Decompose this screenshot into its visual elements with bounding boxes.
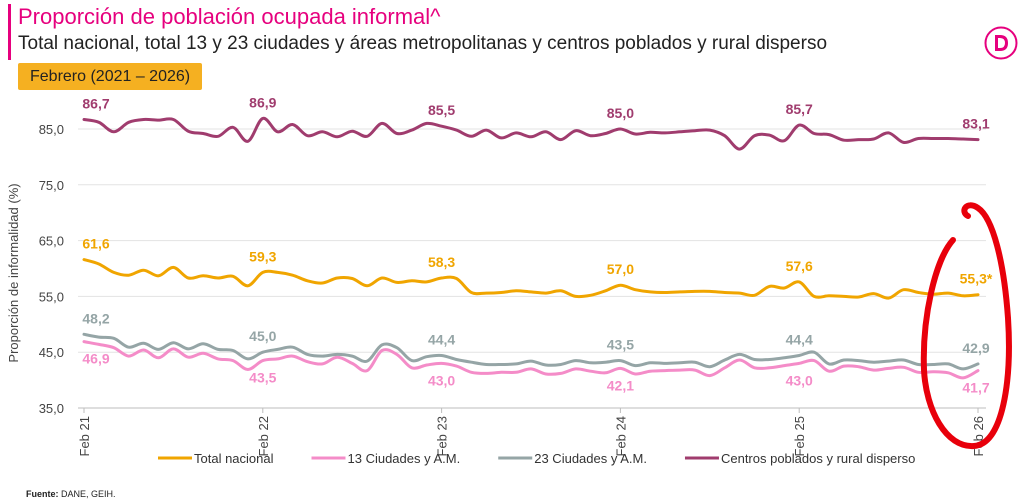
series-line-total: [82, 258, 980, 300]
y-tick-label: 85,0: [39, 122, 64, 137]
source-label: Fuente:: [26, 489, 59, 499]
y-tick-label: 75,0: [39, 178, 64, 193]
data-label-c13: 42,1: [607, 377, 634, 393]
data-label-c13: 41,7: [962, 380, 989, 396]
legend-label-c23: 23 Ciudades y A.M.: [534, 451, 647, 466]
y-tick-label: 65,0: [39, 234, 64, 249]
title-accent-bar: [8, 4, 11, 60]
data-label-c13: 43,0: [428, 372, 455, 388]
data-label-total: 57,6: [786, 258, 813, 274]
data-label-c23: 42,9: [962, 340, 989, 356]
data-label-c23: 44,4: [428, 332, 455, 348]
data-label-total: 55,3*: [960, 271, 993, 287]
data-label-total: 61,6: [82, 236, 109, 252]
x-tick-label: Feb 22: [256, 416, 271, 456]
data-label-c13: 43,5: [249, 370, 276, 386]
source-note: Fuente: DANE, GEIH.: [26, 489, 116, 499]
chart-subtitle: Total nacional, total 13 y 23 ciudades y…: [18, 33, 828, 54]
data-label-total: 58,3: [428, 254, 455, 270]
x-tick-label: Feb 26: [971, 416, 986, 456]
data-label-rural: 83,1: [962, 116, 989, 132]
data-label-rural: 85,0: [607, 105, 634, 121]
series-line-c13: [82, 340, 980, 380]
series-line-rural: [82, 116, 980, 151]
x-tick-label: Feb 25: [792, 416, 807, 456]
series-line-c23: [82, 332, 980, 371]
legend-label-c13: 13 Ciudades y A.M.: [348, 451, 461, 466]
data-label-rural: 86,7: [82, 96, 109, 112]
data-label-c23: 48,2: [82, 310, 109, 326]
data-label-c23: 44,4: [786, 332, 813, 348]
x-tick-label: Feb 23: [435, 416, 450, 456]
dane-logo-icon: [984, 26, 1018, 60]
data-label-rural: 85,7: [786, 101, 813, 117]
x-tick-label: Feb 24: [613, 416, 628, 456]
source-text: DANE, GEIH.: [61, 489, 116, 499]
data-label-total: 59,3: [249, 248, 276, 264]
y-tick-label: 45,0: [39, 345, 64, 360]
red-annotation-circle: [920, 202, 1012, 450]
data-label-c23: 43,5: [607, 337, 634, 353]
legend-label-rural: Centros poblados y rural disperso: [721, 451, 915, 466]
data-label-total: 57,0: [607, 261, 634, 277]
y-tick-label: 35,0: [39, 401, 64, 416]
data-label-rural: 86,9: [249, 94, 276, 110]
y-axis-title: Proporción de informalidad (%): [6, 183, 21, 362]
data-label-c23: 45,0: [249, 328, 276, 344]
legend-label-total: Total nacional: [194, 451, 274, 466]
data-label-c13: 46,9: [82, 351, 109, 367]
x-tick-label: Feb 21: [77, 416, 92, 456]
period-badge: Febrero (2021 – 2026): [18, 63, 203, 90]
data-label-rural: 85,5: [428, 102, 455, 118]
y-tick-label: 55,0: [39, 289, 64, 304]
chart-title: Proporción de población ocupada informal…: [18, 4, 441, 29]
data-label-c13: 43,0: [786, 372, 813, 388]
